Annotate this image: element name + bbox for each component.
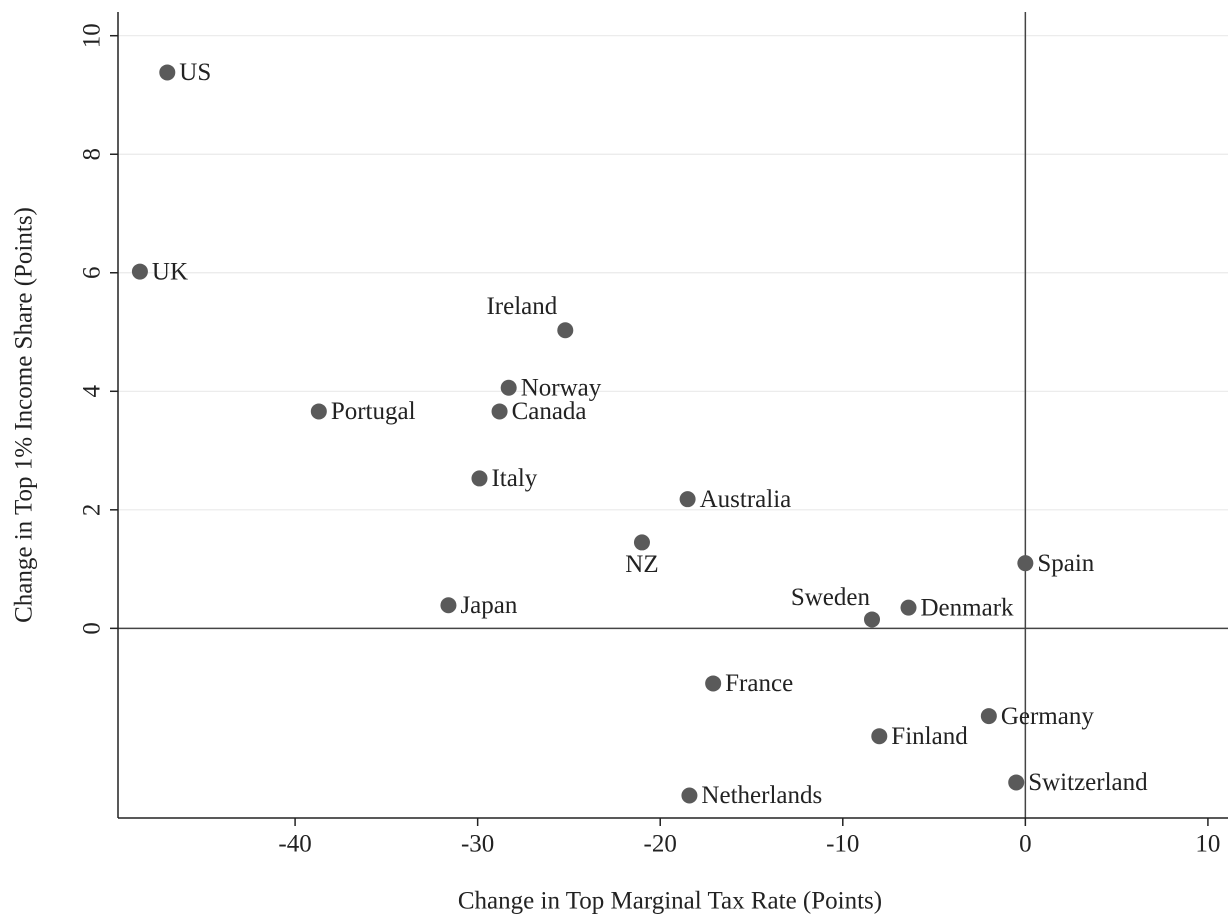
point bbox=[980, 708, 997, 725]
point bbox=[491, 403, 508, 420]
point-label: Canada bbox=[512, 398, 587, 425]
point-label: Australia bbox=[700, 486, 792, 513]
point-label: Spain bbox=[1037, 550, 1094, 577]
point-label: Finland bbox=[891, 723, 968, 750]
point-label: Netherlands bbox=[701, 782, 822, 809]
point bbox=[159, 64, 176, 81]
point-label: Ireland bbox=[486, 293, 557, 320]
y-tick-label: 2 bbox=[79, 504, 106, 516]
point bbox=[705, 675, 722, 692]
y-tick-label: 10 bbox=[79, 23, 106, 48]
point bbox=[1008, 774, 1025, 791]
point bbox=[863, 611, 880, 628]
point bbox=[679, 491, 696, 508]
y-axis-label: Change in Top 1% Income Share (Points) bbox=[11, 207, 38, 623]
point-label: Sweden bbox=[791, 584, 871, 611]
x-tick-label: -40 bbox=[278, 831, 311, 858]
point-label: Denmark bbox=[921, 594, 1015, 621]
x-tick-label: 0 bbox=[1019, 831, 1032, 858]
point bbox=[681, 787, 698, 804]
x-tick-label: -20 bbox=[644, 831, 677, 858]
y-tick-label: 8 bbox=[79, 148, 106, 161]
point-label: NZ bbox=[625, 551, 658, 578]
point bbox=[871, 728, 888, 745]
point-label: Germany bbox=[1001, 703, 1095, 730]
point-label: Japan bbox=[460, 592, 517, 619]
x-tick-label: -30 bbox=[461, 831, 494, 858]
point-label: UK bbox=[152, 258, 188, 285]
point-label: Portugal bbox=[331, 398, 416, 425]
point-label: Norway bbox=[521, 374, 602, 401]
y-tick-label: 6 bbox=[79, 267, 106, 280]
point bbox=[900, 599, 917, 616]
point-label: Switzerland bbox=[1028, 769, 1148, 796]
x-tick-label: -10 bbox=[826, 831, 859, 858]
point-label: US bbox=[179, 59, 211, 86]
point bbox=[310, 403, 327, 420]
point-label: France bbox=[725, 670, 793, 697]
x-axis-label: Change in Top Marginal Tax Rate (Points) bbox=[458, 888, 882, 915]
point-label: Italy bbox=[491, 465, 537, 492]
point bbox=[131, 263, 148, 280]
point bbox=[557, 322, 574, 339]
y-tick-label: 0 bbox=[79, 622, 106, 635]
point bbox=[1017, 555, 1034, 572]
point bbox=[471, 470, 488, 487]
point bbox=[633, 534, 650, 551]
y-tick-label: 4 bbox=[79, 385, 106, 398]
x-tick-label: 10 bbox=[1195, 831, 1220, 858]
point bbox=[440, 597, 457, 614]
point bbox=[500, 379, 517, 396]
